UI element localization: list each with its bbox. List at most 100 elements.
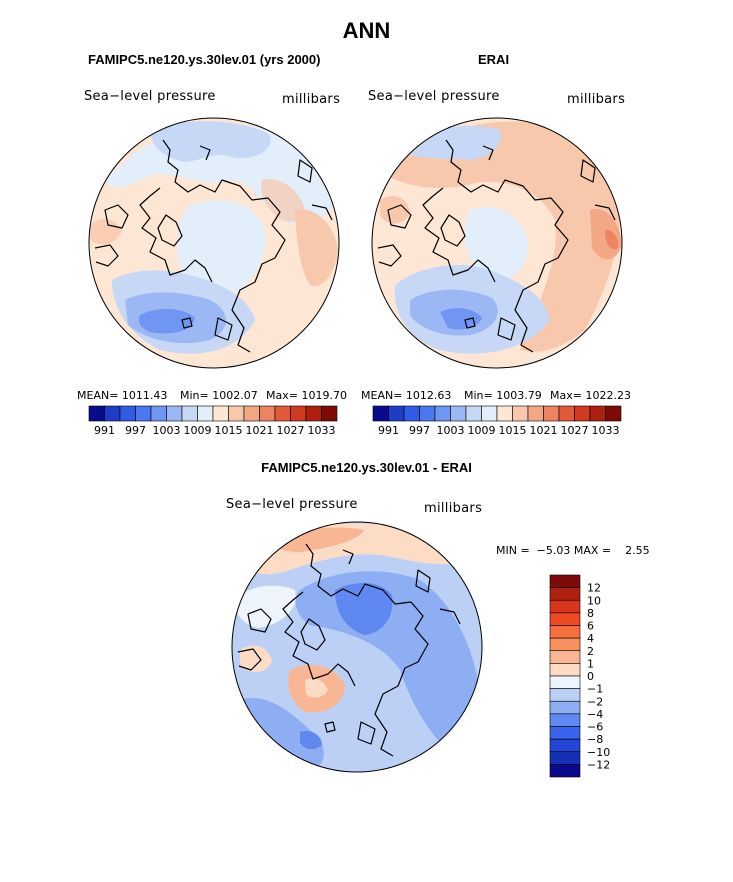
map-2-polar-projection bbox=[371, 117, 623, 369]
colorbar-1-swatch bbox=[305, 405, 322, 422]
colorbar-1-tick-label: 1003 bbox=[153, 424, 181, 437]
colorbar-3-swatch bbox=[549, 738, 581, 753]
colorbar-3-tick-label: 6 bbox=[587, 620, 594, 633]
colorbar-2-tick-label: 1003 bbox=[437, 424, 465, 437]
panel-1-min: Min= 1002.07 bbox=[180, 389, 258, 402]
colorbar-3-tick-label: 2 bbox=[587, 645, 594, 658]
map-1-boundary bbox=[88, 117, 340, 369]
colorbar-1-tick-label: 1015 bbox=[215, 424, 243, 437]
colorbar-1-swatch bbox=[321, 405, 338, 422]
panel-2-title: ERAI bbox=[478, 52, 510, 67]
colorbar-3-swatch bbox=[549, 612, 581, 626]
panel-2-field-label: Sea−level pressure bbox=[368, 89, 500, 104]
colorbar-2-swatch bbox=[450, 405, 467, 422]
map-2-boundary bbox=[371, 117, 623, 369]
map-3-coastlines bbox=[237, 543, 461, 757]
colorbar-3-tick-label: 8 bbox=[587, 607, 594, 620]
colorbar-3-swatch bbox=[549, 625, 581, 639]
colorbar-2-swatch bbox=[388, 405, 405, 422]
colorbar-3-swatch bbox=[549, 764, 581, 778]
panel-2-min: Min= 1003.79 bbox=[464, 389, 542, 402]
colorbar-2-tick-label: 1009 bbox=[468, 424, 496, 437]
page-title: ANN bbox=[342, 18, 391, 43]
colorbar-2-tick-label: 991 bbox=[378, 424, 399, 437]
colorbar-1-swatch bbox=[212, 405, 229, 422]
colorbar-3-tick-label: 10 bbox=[587, 594, 601, 607]
colorbar-3-swatch bbox=[549, 637, 581, 652]
colorbar-3-tick-label: 1 bbox=[587, 657, 594, 670]
colorbar-3-tick-label: −6 bbox=[587, 721, 603, 734]
colorbar-1-tick-label: 991 bbox=[94, 424, 115, 437]
panel-3-field-label: Sea−level pressure bbox=[226, 497, 358, 512]
colorbar-2-tick-label: 1021 bbox=[530, 424, 558, 437]
panel-2-mean: MEAN= 1012.63 bbox=[361, 389, 452, 402]
colorbar-1-tick-label: 1009 bbox=[184, 424, 212, 437]
colorbar-3-tick-label: −2 bbox=[587, 695, 603, 708]
colorbar-2-tick-label: 1033 bbox=[592, 424, 620, 437]
colorbar-3-tick-label: −4 bbox=[587, 708, 603, 721]
map-3-boundary bbox=[231, 521, 483, 773]
colorbar-3-tick-label: −12 bbox=[587, 758, 610, 771]
colorbar-3-swatch bbox=[549, 587, 581, 601]
colorbar-2-swatch bbox=[434, 405, 451, 422]
colorbar-3-swatch bbox=[549, 751, 581, 765]
map-1-coastlines bbox=[94, 139, 333, 353]
colorbar-2: 991 997 1003 1009 1015 1021 1027 1033 bbox=[372, 405, 622, 437]
colorbar-1-swatch bbox=[166, 405, 183, 422]
panel-3-minmax: MIN = −5.03 MAX = 2.55 bbox=[496, 544, 650, 557]
colorbar-3-swatch bbox=[549, 726, 581, 740]
map-2-coastlines bbox=[377, 139, 616, 353]
colorbar-3-tick-label: −10 bbox=[587, 746, 610, 759]
colorbar-2-swatch bbox=[496, 405, 513, 422]
colorbar-2-swatch bbox=[512, 405, 529, 422]
colorbar-1: 991 997 1003 1009 1015 1021 1027 1033 bbox=[88, 405, 338, 437]
map-1-polar-projection bbox=[88, 117, 340, 369]
colorbar-2-swatch bbox=[527, 405, 544, 422]
panel-2-max: Max= 1022.23 bbox=[550, 389, 631, 402]
panel-1-mean: MEAN= 1011.43 bbox=[77, 389, 168, 402]
colorbar-1-swatch bbox=[181, 405, 198, 422]
colorbar-2-swatch bbox=[481, 405, 498, 422]
panel-1-max: Max= 1019.70 bbox=[266, 389, 347, 402]
colorbar-1-swatch bbox=[135, 405, 152, 422]
colorbar-2-swatch bbox=[558, 405, 575, 422]
colorbar-3-tick-label: 0 bbox=[587, 670, 594, 683]
colorbar-2-swatch bbox=[574, 405, 591, 422]
colorbar-3-swatch bbox=[549, 700, 581, 715]
panel-3-title: FAMIPC5.ne120.ys.30lev.01 - ERAI bbox=[261, 460, 472, 475]
colorbar-1-swatch bbox=[228, 405, 245, 422]
colorbar-1-swatch bbox=[290, 405, 307, 422]
colorbar-1-swatch bbox=[259, 405, 276, 422]
colorbar-3-swatch bbox=[549, 574, 581, 588]
colorbar-3-tick-label: 4 bbox=[587, 632, 594, 645]
colorbar-3-swatch bbox=[549, 675, 581, 689]
colorbar-3-tick-label: −1 bbox=[587, 683, 603, 696]
colorbar-1-swatch bbox=[119, 405, 136, 422]
panel-2-units-label: millibars bbox=[567, 92, 626, 107]
colorbar-3-swatch bbox=[549, 688, 581, 702]
map-2-contour-fill bbox=[372, 118, 622, 368]
colorbar-2-tick-label: 997 bbox=[409, 424, 430, 437]
colorbar-1-swatch bbox=[104, 405, 121, 422]
colorbar-3-swatch bbox=[549, 663, 581, 677]
colorbar-2-swatch bbox=[589, 405, 606, 422]
colorbar-1-tick-label: 1021 bbox=[246, 424, 274, 437]
colorbar-1-tick-label: 1027 bbox=[277, 424, 305, 437]
colorbar-1-swatch bbox=[150, 405, 167, 422]
map-3-contour-fill bbox=[232, 522, 482, 772]
colorbar-1-tick-label: 997 bbox=[125, 424, 146, 437]
map-3-polar-projection bbox=[231, 521, 483, 773]
map-1-contour-fill bbox=[89, 118, 339, 368]
colorbar-2-swatch bbox=[543, 405, 560, 422]
colorbar-2-tick-label: 1015 bbox=[499, 424, 527, 437]
panel-3-units-label: millibars bbox=[424, 501, 483, 516]
panel-1-units-label: millibars bbox=[282, 92, 341, 107]
colorbar-3-tick-label: 12 bbox=[587, 582, 601, 595]
colorbar-1-swatch bbox=[243, 405, 260, 422]
colorbar-1-swatch bbox=[88, 405, 105, 422]
colorbar-1-tick-label: 1033 bbox=[308, 424, 336, 437]
colorbar-2-swatch bbox=[605, 405, 622, 422]
colorbar-2-swatch bbox=[403, 405, 420, 422]
